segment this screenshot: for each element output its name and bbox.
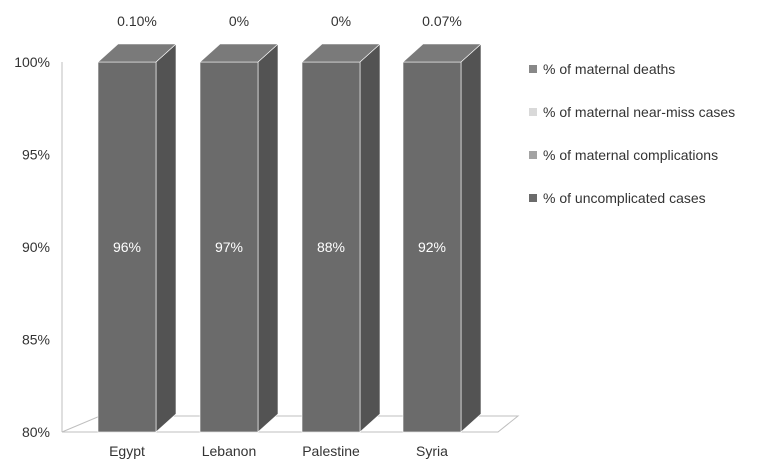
bar-segment-side — [155, 43, 177, 433]
legend-swatch — [529, 151, 537, 159]
category-labels: Egypt Lebanon Palestine Syria — [109, 443, 448, 459]
bar-segment — [301, 61, 361, 433]
y-tick-label: 80% — [22, 424, 50, 440]
legend-swatch — [529, 65, 537, 73]
bar-top — [301, 43, 381, 63]
data-label: 0.10% — [117, 13, 157, 29]
legend-label: % of maternal complications — [543, 147, 718, 163]
category-label: Lebanon — [202, 443, 257, 459]
bar-segment — [97, 61, 157, 433]
bar-segment — [199, 61, 259, 433]
category-label: Syria — [416, 443, 448, 459]
data-label: 92% — [418, 239, 446, 255]
legend-swatch — [529, 194, 537, 202]
data-label: 96% — [113, 239, 141, 255]
y-tick-label: 85% — [22, 332, 50, 348]
legend-label: % of maternal deaths — [543, 61, 675, 77]
bar-top — [199, 43, 279, 63]
y-tick-label: 100% — [14, 54, 50, 70]
data-label: 0.07% — [422, 13, 462, 29]
category-label: Palestine — [302, 443, 360, 459]
bars-group: 96%2.90%1.20%0.10%97%2.80%0.40%0%88%10.8… — [97, 13, 482, 433]
bar-top — [97, 43, 177, 63]
bar-segment-side — [359, 43, 381, 433]
bar-top — [402, 43, 482, 63]
data-label: 0% — [331, 13, 351, 29]
legend-label: % of maternal near-miss cases — [543, 104, 735, 120]
bar-segment-side — [257, 43, 279, 433]
y-tick-label: 90% — [22, 239, 50, 255]
data-label: 97% — [215, 239, 243, 255]
data-label: 0% — [229, 13, 249, 29]
category-label: Egypt — [109, 443, 145, 459]
legend-label: % of uncomplicated cases — [543, 190, 706, 206]
data-label: 88% — [317, 239, 345, 255]
bar-segment — [402, 61, 462, 433]
bar-segment-side — [460, 43, 482, 433]
y-axis: 80% 85% 90% 95% 100% — [14, 54, 63, 440]
legend-swatch — [529, 108, 537, 116]
y-tick-label: 95% — [22, 147, 50, 163]
legend: % of maternal deaths % of maternal near-m… — [529, 61, 735, 206]
